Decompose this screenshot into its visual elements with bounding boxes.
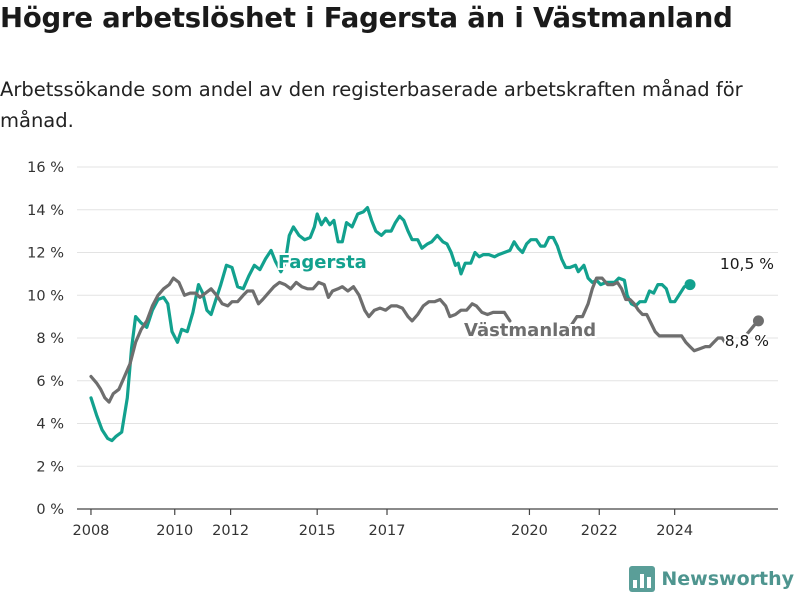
series-label-vastmanland: Västmanland	[464, 320, 596, 341]
y-tick-label: 10 %	[27, 288, 64, 304]
end-label-vastmanland: 8,8 %	[725, 332, 769, 350]
y-tick-label: 4 %	[36, 417, 64, 433]
brand-name: Newsworthy	[661, 568, 794, 590]
end-point-västmanland	[752, 315, 764, 327]
brand-logo: Newsworthy	[629, 564, 794, 594]
y-tick-label: 6 %	[36, 374, 64, 390]
bar-chart-logo-icon	[629, 566, 656, 592]
y-tick-label: 0 %	[36, 502, 64, 518]
x-tick-label: 2008	[73, 523, 110, 539]
y-tick-label: 14 %	[27, 203, 64, 219]
x-tick-label: 2020	[511, 523, 548, 539]
x-tick-label: 2010	[156, 523, 193, 539]
x-tick-label: 2022	[581, 523, 618, 539]
y-tick-label: 2 %	[36, 459, 64, 475]
y-tick-label: 8 %	[36, 331, 64, 347]
x-tick-label: 2017	[369, 523, 406, 539]
series-line-fagersta	[89, 206, 692, 443]
page-title: Högre arbetslöshet i Fagersta än i Västm…	[0, 2, 733, 34]
y-tick-label: 16 %	[27, 160, 64, 176]
y-tick-label: 12 %	[27, 246, 64, 262]
x-tick-label: 2012	[212, 523, 249, 539]
series-line-västmanland	[89, 276, 512, 404]
end-label-fagersta: 10,5 %	[720, 255, 774, 273]
x-tick-label: 2015	[299, 523, 336, 539]
end-point-fagersta	[684, 279, 696, 291]
page-subtitle: Arbetssökande som andel av den registerb…	[0, 78, 743, 132]
series-line-västmanland	[569, 276, 727, 353]
series-label-fagersta: Fagersta	[278, 252, 367, 273]
x-tick-label: 2024	[656, 523, 693, 539]
